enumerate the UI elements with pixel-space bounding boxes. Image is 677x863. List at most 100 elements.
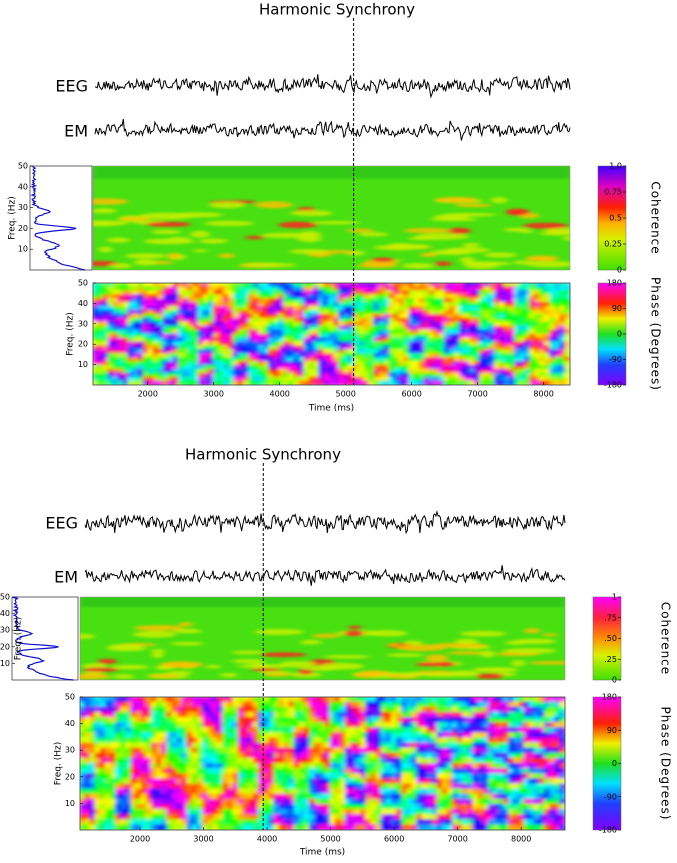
y-tick-label: 20 — [78, 340, 88, 349]
colorbar-tick-label: 0 — [612, 676, 617, 685]
coherence-band — [93, 166, 570, 178]
coherence-blob — [459, 257, 475, 263]
x-tick-label: 4000 — [270, 390, 290, 399]
coherence-blob — [162, 664, 195, 668]
coherence-blob — [205, 221, 254, 226]
coherence-blob — [243, 263, 297, 267]
coherence-blob — [455, 204, 492, 207]
coherence-blob — [491, 197, 507, 203]
y-tick-label: 40 — [0, 609, 10, 618]
coherence-blob — [346, 229, 374, 233]
coherence-blob — [484, 252, 517, 257]
coherence-blob — [563, 236, 576, 240]
y-tick-label: 50 — [18, 162, 28, 171]
coherence-blob — [539, 232, 579, 236]
coherence-blob — [506, 209, 530, 216]
coherence-blob — [368, 630, 408, 636]
coherence-blob — [151, 230, 180, 234]
x-tick-label: 2000 — [138, 390, 158, 399]
coherence-blob — [170, 642, 204, 646]
coherence-blob — [82, 667, 118, 672]
coherence-blob — [354, 673, 379, 678]
colorbar-tick-label: 1 — [612, 593, 617, 602]
y-tick-label: 30 — [78, 319, 88, 328]
trace-label: EM — [64, 122, 88, 141]
y-tick-label: 50 — [0, 593, 10, 602]
trace — [95, 119, 570, 141]
coherence-blob — [151, 653, 163, 658]
y-axis-label: Freq. (Hz) — [66, 312, 76, 356]
colorbar-tick-label: 0.5 — [609, 214, 622, 223]
coherence-blob — [425, 654, 448, 661]
coherence-blob — [110, 263, 132, 268]
colorbar-tick-label: 0 — [617, 266, 622, 275]
coherence-blob — [324, 655, 370, 659]
coherence-blob — [134, 259, 157, 265]
colorbar-tick-label: 180 — [607, 279, 622, 288]
coherence-blob — [312, 634, 340, 638]
coherence-blob — [463, 243, 479, 248]
coherence-blob — [209, 201, 245, 208]
trace — [85, 565, 565, 586]
coherence-blob — [519, 230, 533, 233]
coherence-blob — [511, 660, 524, 667]
coherence-blob — [178, 622, 194, 626]
coherence-blob — [435, 662, 456, 667]
coherence-blob — [290, 210, 332, 216]
coherence-blob — [98, 659, 117, 665]
colorbar-label: Coherence — [659, 602, 673, 675]
coherence-blob — [358, 232, 388, 236]
coherence-blob — [474, 669, 518, 673]
y-axis-label: Freq. (Hz) — [8, 196, 18, 240]
colorbar-tick-label: 1.0 — [609, 162, 622, 171]
colorbar-tick-label: 0.25 — [604, 240, 622, 249]
x-tick-label: 6000 — [401, 390, 421, 399]
trace-label: EEG — [45, 514, 78, 533]
coherence-blob — [435, 261, 452, 266]
phase-cells — [80, 697, 566, 831]
y-tick-label: 20 — [18, 224, 28, 233]
coherence-blob — [404, 228, 452, 233]
coherence-blob — [503, 648, 556, 654]
colorbar-tick-label: .50 — [604, 634, 617, 643]
panel-title: Harmonic Synchrony — [259, 1, 415, 19]
y-tick-label: 30 — [0, 626, 10, 635]
coherence-blob — [193, 249, 208, 252]
coherence-blob — [430, 250, 472, 255]
coherence-blob — [251, 668, 282, 671]
coherence-blob — [220, 673, 238, 677]
coherence-blob — [206, 665, 221, 669]
y-axis-label: Freq. (Hz) — [14, 617, 24, 661]
y-tick-label: 40 — [18, 182, 28, 191]
coherence-blob — [134, 625, 183, 631]
coherence-blob — [168, 237, 190, 240]
phase-heatmap — [80, 697, 566, 831]
x-tick-label: 7000 — [467, 390, 487, 399]
coherence-blob — [199, 239, 228, 244]
coherence-blob — [278, 222, 317, 229]
coherence-blob — [542, 633, 557, 636]
coherence-blob — [526, 261, 576, 267]
trace-label: EM — [54, 568, 78, 587]
coherence-blob — [99, 247, 113, 253]
coherence-blob — [106, 238, 130, 243]
coherence-band — [80, 597, 565, 607]
coherence-blob — [505, 641, 526, 645]
coherence-blob — [132, 631, 176, 638]
coherence-blob — [460, 631, 506, 637]
coherence-blob — [255, 629, 304, 635]
y-tick-label: 20 — [0, 642, 10, 651]
coherence-blob — [260, 652, 306, 657]
colorbar-tick-label: 90 — [612, 304, 622, 313]
coherence-blob — [388, 643, 400, 646]
coherence-blob — [408, 237, 437, 240]
coherence-blob — [190, 231, 210, 238]
x-tick-label: 3000 — [204, 390, 224, 399]
colorbar-tick-label: .25 — [604, 655, 617, 664]
coherence-blob — [450, 670, 479, 676]
coherence-blob — [402, 263, 434, 269]
coherence-blob — [523, 223, 569, 229]
coherence-blob — [524, 628, 540, 633]
